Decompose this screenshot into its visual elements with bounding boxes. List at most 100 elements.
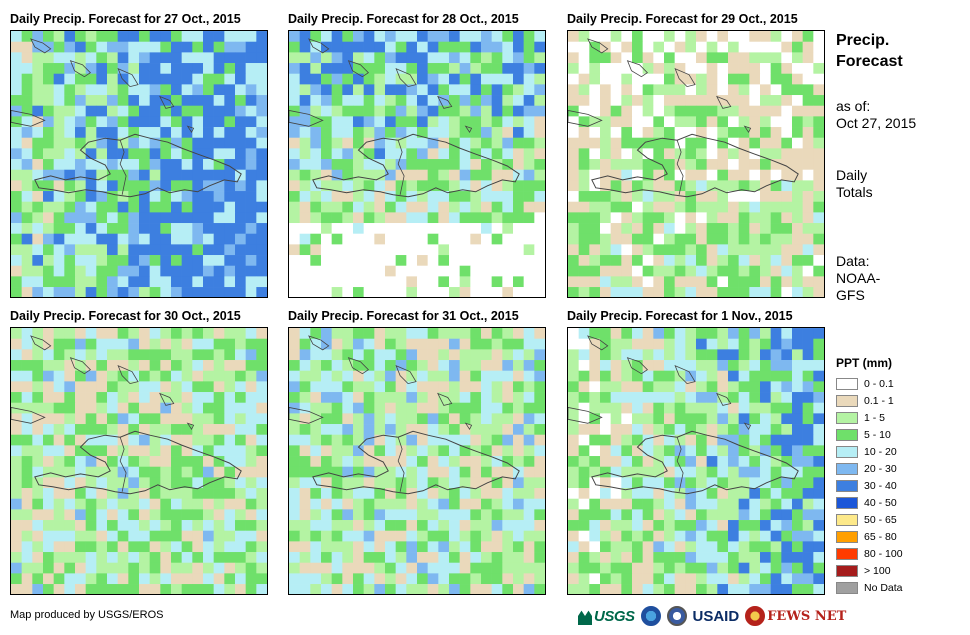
grid-cell bbox=[459, 73, 471, 85]
island-outline bbox=[159, 95, 175, 109]
grid-cell bbox=[427, 338, 439, 350]
grid-cell bbox=[256, 392, 267, 404]
grid-cell bbox=[717, 370, 729, 382]
grid-cell bbox=[781, 349, 793, 361]
grid-cell bbox=[417, 84, 428, 96]
grid-cell bbox=[792, 584, 803, 594]
grid-cell bbox=[491, 381, 503, 393]
grid-cell bbox=[502, 349, 514, 361]
grid-cell bbox=[610, 223, 622, 235]
grid-cell bbox=[32, 509, 44, 521]
grid-cell bbox=[513, 95, 524, 107]
grid-cell bbox=[621, 148, 633, 160]
grid-cell bbox=[610, 41, 622, 53]
grid-cell bbox=[310, 562, 322, 574]
grid-cell bbox=[331, 276, 343, 288]
grid-cell bbox=[749, 530, 761, 542]
grid-cell bbox=[534, 159, 545, 171]
grid-cell bbox=[149, 392, 161, 404]
grid-cell bbox=[696, 360, 707, 372]
grid-cell bbox=[470, 180, 482, 192]
grid-cell bbox=[85, 191, 97, 203]
grid-cell bbox=[491, 223, 503, 235]
grid-cell bbox=[289, 392, 300, 404]
grid-cell bbox=[589, 498, 601, 510]
grid-cell bbox=[353, 573, 364, 585]
grid-cell bbox=[256, 530, 267, 542]
grid-cell bbox=[235, 244, 246, 256]
grid-cell bbox=[374, 276, 386, 288]
grid-cell bbox=[728, 392, 739, 404]
grid-cell bbox=[321, 73, 332, 85]
grid-cell bbox=[491, 191, 503, 203]
grid-cell bbox=[85, 509, 97, 521]
grid-cell bbox=[395, 424, 407, 436]
grid-cell bbox=[181, 31, 193, 43]
grid-cell bbox=[139, 370, 150, 382]
grid-cell bbox=[589, 63, 601, 75]
grid-cell bbox=[21, 255, 33, 267]
grid-cell bbox=[749, 360, 761, 372]
grid-cell bbox=[523, 148, 535, 160]
grid-cell bbox=[632, 180, 643, 192]
grid-cell bbox=[395, 573, 407, 585]
grid-cell bbox=[781, 434, 793, 446]
grid-cell bbox=[523, 434, 535, 446]
grid-cell bbox=[235, 392, 246, 404]
grid-cell bbox=[653, 84, 665, 96]
grid-cell bbox=[128, 255, 140, 267]
grid-cell bbox=[728, 573, 739, 585]
island-outline bbox=[437, 95, 453, 109]
grid-cell bbox=[738, 244, 750, 256]
grid-cell bbox=[589, 201, 601, 213]
grid-cell bbox=[149, 562, 161, 574]
grid-cell bbox=[75, 584, 86, 594]
grid-cell bbox=[578, 105, 590, 117]
grid-cell bbox=[395, 392, 407, 404]
grid-cell bbox=[427, 31, 439, 43]
grid-cell bbox=[610, 488, 622, 500]
grid-cell bbox=[32, 562, 44, 574]
grid-cell bbox=[406, 276, 418, 288]
grid-cell bbox=[406, 328, 418, 340]
grid-cell bbox=[171, 180, 182, 192]
grid-cell bbox=[568, 360, 579, 372]
grid-cell bbox=[310, 520, 322, 532]
grid-cell bbox=[213, 445, 225, 457]
grid-cell bbox=[749, 73, 761, 85]
legend-label: 40 - 50 bbox=[864, 496, 897, 509]
grid-cell bbox=[363, 105, 375, 117]
grid-cell bbox=[621, 31, 633, 43]
grid-cell bbox=[235, 137, 246, 149]
grid-cell bbox=[470, 413, 482, 425]
grid-cell bbox=[696, 244, 707, 256]
grid-cell bbox=[203, 127, 214, 139]
grid-cell bbox=[21, 84, 33, 96]
grid-cell bbox=[374, 212, 386, 224]
grid-cell bbox=[85, 116, 97, 128]
grid-cell bbox=[160, 223, 172, 235]
grid-cell bbox=[310, 338, 322, 350]
grid-cell bbox=[770, 127, 782, 139]
grid-cell bbox=[632, 338, 643, 350]
grid-cell bbox=[107, 84, 118, 96]
grid-cell bbox=[685, 370, 697, 382]
grid-cell bbox=[653, 488, 665, 500]
grid-cell bbox=[770, 370, 782, 382]
grid-cell bbox=[696, 562, 707, 574]
grid-cell bbox=[706, 370, 718, 382]
hispaniola-outline bbox=[312, 133, 520, 198]
grid-cell bbox=[417, 552, 428, 564]
grid-cell bbox=[149, 477, 161, 489]
grid-cell bbox=[470, 584, 482, 594]
grid-cell bbox=[523, 116, 535, 128]
grid-cell bbox=[664, 191, 675, 203]
grid-cell bbox=[802, 498, 814, 510]
grid-cell bbox=[685, 498, 697, 510]
island-outline bbox=[347, 357, 370, 375]
grid-cell bbox=[481, 370, 492, 382]
grid-cell bbox=[621, 41, 633, 53]
grid-cell bbox=[459, 370, 471, 382]
grid-cell bbox=[738, 73, 750, 85]
panel-title-6: Daily Precip. Forecast for 1 Nov., 2015 bbox=[567, 309, 793, 323]
